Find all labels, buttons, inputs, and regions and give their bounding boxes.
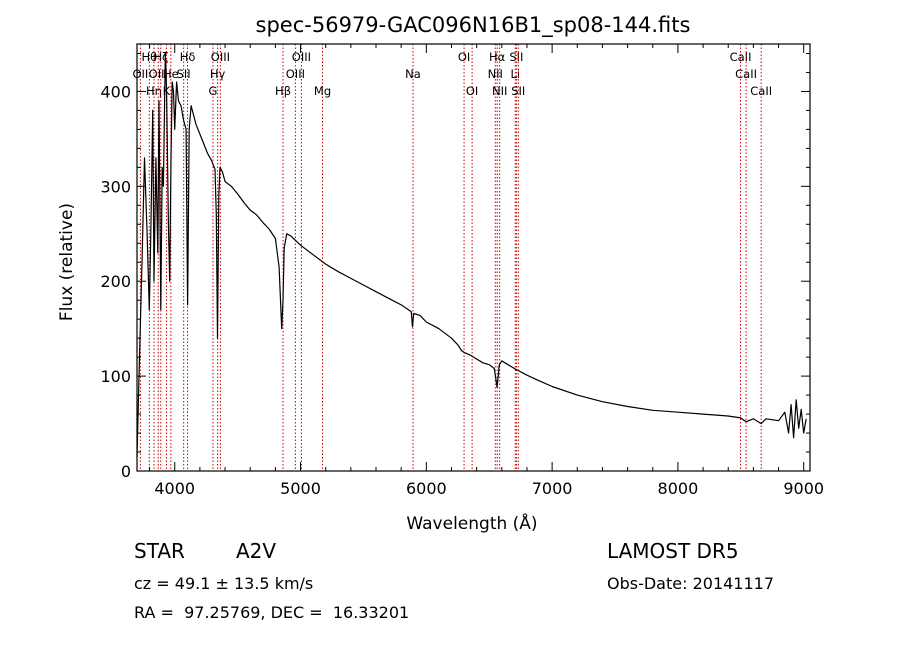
line-marker-label: Na <box>405 67 421 81</box>
line-marker-label: CaII <box>750 84 772 98</box>
line-marker-label: Hδ <box>180 50 196 64</box>
y-tick-label: 300 <box>100 177 131 196</box>
line-marker-label: OIII <box>211 50 230 64</box>
x-tick-label: 6000 <box>406 479 447 498</box>
y-tick-label: 100 <box>100 367 131 386</box>
line-marker-label: OII <box>132 67 148 81</box>
line-marker-label: Hγ <box>210 67 226 81</box>
line-marker-label: Hα <box>489 50 506 64</box>
x-tick-label: 4000 <box>154 479 195 498</box>
line-marker-label: Hβ <box>275 84 291 98</box>
line-marker-label: OIII <box>286 67 305 81</box>
line-marker-label: CaII <box>730 50 752 64</box>
line-marker-label: Mg <box>314 84 331 98</box>
line-marker-label: NII <box>488 67 503 81</box>
spectral-subclass: A2V <box>236 539 277 563</box>
line-marker-label: OIII <box>292 50 311 64</box>
y-tick-label: 400 <box>100 82 131 101</box>
x-tick-label: 7000 <box>532 479 573 498</box>
plot-frame <box>136 43 811 472</box>
line-markers: OIIHθHηOIIIHζKHeSIIHδGHγOIIIHβOIIIOIIIMg… <box>132 44 772 471</box>
line-marker-label: Hζ <box>153 50 168 64</box>
redshift-readout: cz = 49.1 ± 13.5 km/s <box>134 574 314 593</box>
line-marker-label: SII <box>509 50 523 64</box>
y-axis-label: Flux (relative) <box>57 203 77 321</box>
line-marker-label: NII <box>492 84 507 98</box>
line-marker-label: CaII <box>735 67 757 81</box>
line-marker-label: He <box>163 67 179 81</box>
line-marker-label: SII <box>177 67 191 81</box>
line-marker-label: OI <box>466 84 478 98</box>
line-marker-label: G <box>209 84 218 98</box>
y-tick-label: 200 <box>100 272 131 291</box>
line-marker-label: OI <box>458 50 470 64</box>
object-class: STAR <box>134 539 185 563</box>
line-marker-label: SII <box>511 84 525 98</box>
line-marker-label: Li <box>510 67 520 81</box>
x-tick-label: 8000 <box>658 479 699 498</box>
line-marker-label: Hθ <box>141 50 157 64</box>
x-tick-label: 9000 <box>783 479 824 498</box>
chart-title: spec-56979-GAC096N16B1_sp08-144.fits <box>256 13 691 38</box>
obs-date: Obs-Date: 20141117 <box>607 574 775 593</box>
x-tick-label: 5000 <box>280 479 321 498</box>
y-tick-label: 0 <box>121 462 131 481</box>
x-axis-label: Wavelength (Å) <box>406 512 537 534</box>
spectrum-line <box>136 52 807 457</box>
axis-ticks: 4000 5000 6000 7000 8000 9000 0 100 200 300 400 <box>100 44 824 498</box>
survey-label: LAMOST DR5 <box>607 539 739 563</box>
line-marker-label: OIII <box>149 67 168 81</box>
line-marker-label: Hη <box>146 84 162 98</box>
coordinates: RA = 97.25769, DEC = 16.33201 <box>134 603 410 622</box>
spectrum-series <box>136 52 807 457</box>
